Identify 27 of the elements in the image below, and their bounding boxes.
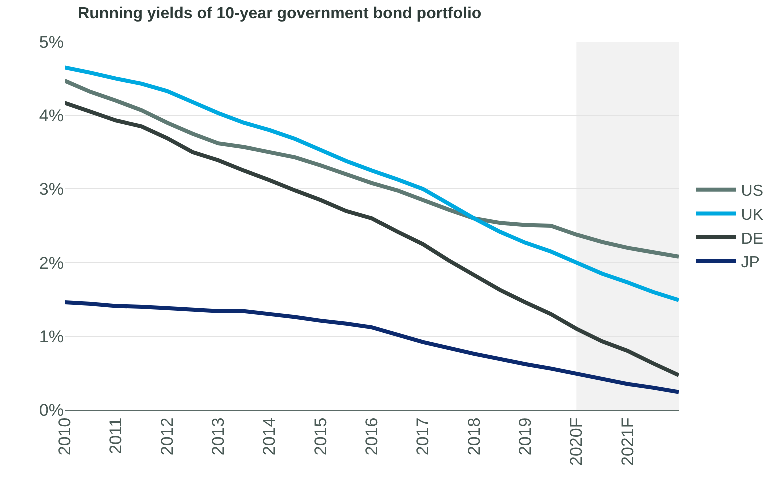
x-tick-label: 2021F: [618, 418, 638, 466]
line-series: [65, 300, 679, 394]
x-tick-label: 2018: [464, 418, 484, 456]
y-tick-label: 1%: [39, 327, 64, 346]
y-tick-label: 5%: [39, 32, 64, 52]
line-series: [65, 66, 679, 302]
x-tick-label: 2020F: [567, 418, 586, 466]
x-tick-label: 2010: [56, 418, 75, 456]
x-tick-label: 2011: [106, 418, 126, 454]
x-tick-label: 2013: [209, 418, 228, 456]
legend-label: UK: [741, 206, 764, 224]
y-tick-label: 0%: [39, 400, 64, 420]
y-tick-label: 2%: [39, 254, 64, 273]
x-tick-label: 2015: [311, 418, 330, 456]
x-tick-label: 2019: [516, 418, 536, 456]
y-tick-label: 4%: [39, 106, 64, 126]
x-tick-label: 2012: [158, 418, 177, 456]
legend-label: JP: [741, 254, 760, 272]
chart-title: Running yields of 10-year government bond portfolio: [78, 6, 482, 23]
line-series: [65, 101, 679, 378]
x-tick-label: 2014: [260, 418, 280, 456]
line-series: [65, 79, 679, 259]
legend-label: DE: [741, 230, 764, 248]
legend-label: US: [741, 183, 764, 200]
x-tick-label: 2017: [414, 418, 433, 456]
x-tick-label: 2016: [362, 418, 382, 456]
y-tick-label: 3%: [39, 180, 64, 200]
